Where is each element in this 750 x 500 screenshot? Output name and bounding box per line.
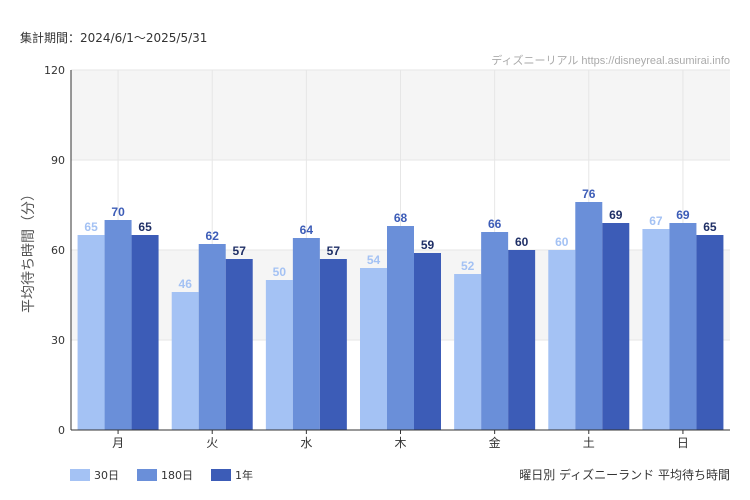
data-label: 65 — [84, 220, 98, 234]
bar[interactable] — [454, 274, 482, 430]
chart-footer-title: 曜日別 ディズニーランド 平均待ち時間 — [519, 467, 730, 482]
data-labels: 65 70 65 46 62 57 50 64 57 54 68 59 52 66 60 60 76 69 67 69… — [84, 187, 717, 291]
x-tick-label: 月 — [112, 436, 124, 450]
bar[interactable] — [414, 253, 441, 430]
x-tick-label: 火 — [206, 436, 218, 450]
y-tick-label: 90 — [51, 154, 65, 167]
bar[interactable] — [319, 259, 347, 430]
legend-swatch — [211, 469, 231, 481]
bar[interactable] — [548, 250, 576, 430]
data-label: 62 — [206, 229, 220, 243]
data-label: 67 — [649, 214, 663, 228]
bar[interactable] — [602, 223, 630, 430]
legend-item[interactable]: 180日 — [137, 469, 193, 482]
y-tick-label: 60 — [51, 244, 65, 257]
bar[interactable] — [387, 226, 414, 430]
bar[interactable] — [360, 268, 387, 430]
bar[interactable] — [696, 235, 724, 430]
bar[interactable] — [669, 223, 697, 430]
legend-label: 1年 — [235, 468, 253, 482]
legend-label: 30日 — [94, 469, 119, 482]
bar[interactable] — [104, 220, 132, 430]
bar[interactable] — [77, 235, 105, 430]
data-label: 54 — [367, 253, 381, 267]
x-tick-label: 木 — [394, 436, 406, 450]
data-label: 57 — [327, 244, 341, 258]
data-label: 65 — [138, 220, 152, 234]
x-tick-label: 日 — [677, 436, 689, 450]
legend-item[interactable]: 1年 — [211, 468, 253, 482]
x-tick-label: 土 — [583, 436, 595, 450]
y-tick-label: 0 — [58, 424, 65, 437]
data-label: 57 — [233, 244, 247, 258]
legend-label: 180日 — [161, 469, 193, 482]
data-label: 59 — [421, 238, 435, 252]
data-label: 64 — [300, 223, 314, 237]
x-axis-ticks: 月火水木金土日 — [112, 430, 689, 450]
bar[interactable] — [131, 235, 159, 430]
y-axis-label: 平均待ち時間（分） — [21, 187, 37, 313]
data-label: 46 — [179, 277, 193, 291]
bar[interactable] — [642, 229, 670, 430]
data-label: 60 — [555, 235, 569, 249]
bar[interactable] — [198, 244, 226, 430]
bar[interactable] — [225, 259, 253, 430]
bar[interactable] — [292, 238, 320, 430]
data-label: 70 — [111, 205, 125, 219]
credit-text: ディズニーリアル https://disneyreal.asumirai.inf… — [491, 53, 730, 67]
data-label: 76 — [582, 187, 596, 201]
bar[interactable] — [481, 232, 509, 430]
y-tick-label: 120 — [44, 64, 65, 77]
bar[interactable] — [575, 202, 603, 430]
data-label: 68 — [394, 211, 408, 225]
legend-swatch — [70, 469, 90, 481]
y-axis-ticks: 0 30 60 90 120 — [44, 64, 65, 437]
period-label: 集計期間：2024/6/1〜2025/5/31 — [20, 31, 208, 45]
legend[interactable]: 30日 180日 1年 — [70, 468, 253, 482]
bar[interactable] — [171, 292, 199, 430]
data-label: 65 — [703, 220, 717, 234]
legend-swatch — [137, 469, 157, 481]
bars — [77, 202, 724, 430]
x-tick-label: 水 — [300, 436, 312, 450]
data-label: 69 — [676, 208, 690, 222]
data-label: 60 — [515, 235, 529, 249]
data-label: 69 — [609, 208, 623, 222]
data-label: 66 — [488, 217, 502, 231]
y-tick-label: 30 — [51, 334, 65, 347]
data-label: 50 — [273, 265, 287, 279]
x-tick-label: 金 — [489, 435, 501, 450]
data-label: 52 — [461, 259, 475, 273]
bar[interactable] — [265, 280, 293, 430]
bar[interactable] — [508, 250, 536, 430]
legend-item[interactable]: 30日 — [70, 469, 119, 482]
